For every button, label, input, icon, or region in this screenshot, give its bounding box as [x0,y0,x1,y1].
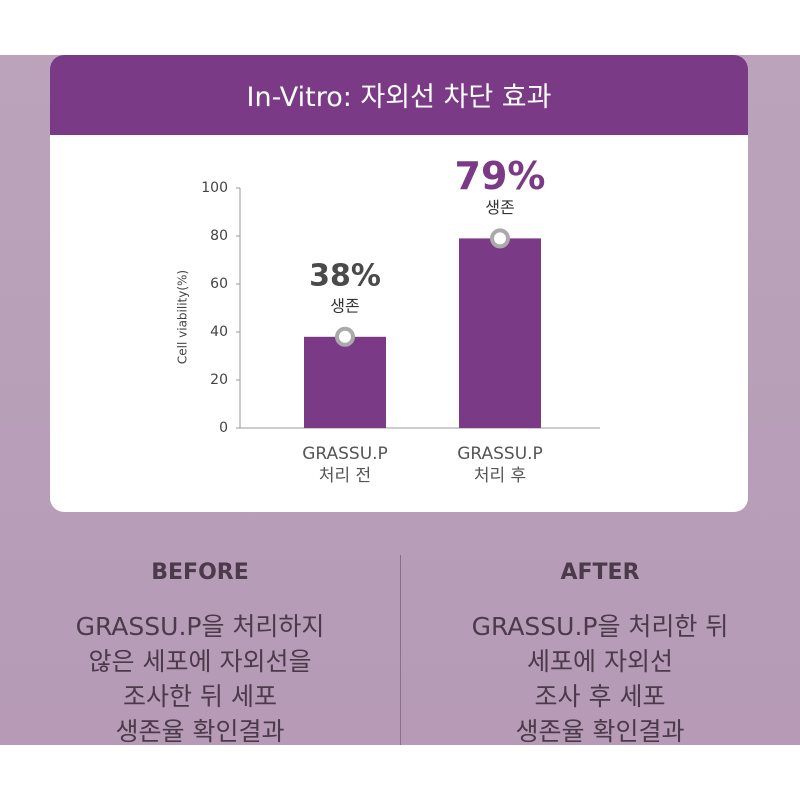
panel-text: GRASSU.P을 처리한 뒤 [471,612,729,641]
value-note: 생존 [330,296,359,315]
panel-text: 조사 후 세포 [534,682,666,711]
panel-text: 조사한 뒤 세포 [123,682,277,711]
value-note: 생존 [485,198,514,217]
x-tick-label: GRASSU.P 처리 전 [302,444,388,486]
x-tick-label: GRASSU.P 처리 후 [457,444,543,486]
chart-title: In-Vitro: 자외선 차단 효과 [50,55,748,135]
y-tick-label: 0 [219,420,228,436]
y-tick-label: 80 [210,228,228,244]
panel-text: 세포에 자외선 [527,647,673,676]
chart-card: In-Vitro: 자외선 차단 효과 Cell viability(%) 0 2… [50,55,748,512]
y-tick-label: 40 [210,324,228,340]
y-tick-label: 100 [201,180,228,196]
y-axis-label: Cell viability(%) [176,270,190,364]
y-tick-label: 60 [210,276,228,292]
value-marker [490,228,510,249]
panel-text: 생존율 확인결과 [515,717,685,745]
bar [304,336,386,428]
panel-text: GRASSU.P을 처리하지 [75,612,325,641]
value-label: 38% [309,258,381,293]
y-tick-label: 20 [210,372,228,388]
divider [400,555,401,745]
bar [459,238,541,428]
panel-text: 생존율 확인결과 [115,717,285,745]
panel-heading: AFTER [560,560,640,585]
value-marker [335,326,355,347]
panel-heading: BEFORE [151,560,249,585]
value-label: 79% [455,154,546,198]
panel-text: 않은 세포에 자외선을 [88,647,312,676]
